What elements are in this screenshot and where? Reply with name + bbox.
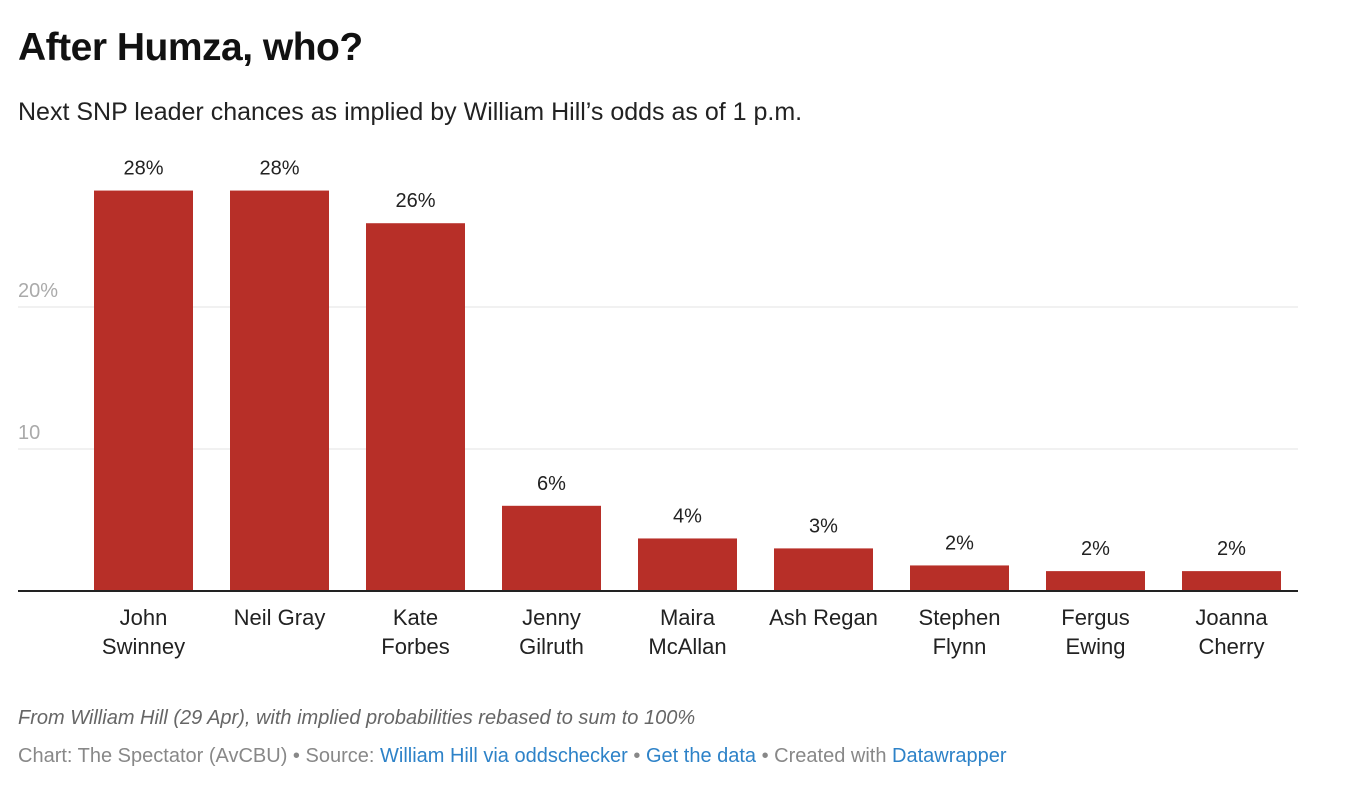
- x-tick-label: McAllan: [648, 634, 726, 659]
- bar: [1046, 571, 1145, 591]
- data-label: 3%: [809, 515, 838, 537]
- datawrapper-link[interactable]: Datawrapper: [892, 745, 1007, 767]
- chart-credit: Chart: The Spectator (AvCBU): [18, 745, 288, 767]
- x-tick-label: Neil Gray: [234, 605, 326, 630]
- x-tick-label: Flynn: [933, 634, 987, 659]
- get-data-link[interactable]: Get the data: [645, 745, 757, 767]
- x-tick-label: Fergus: [1061, 605, 1129, 630]
- separator: •: [287, 745, 306, 767]
- x-tick-label: Ash Regan: [769, 605, 878, 630]
- data-label: 2%: [1081, 538, 1110, 560]
- x-tick-label: Stephen: [919, 605, 1001, 630]
- y-tick-label: 10: [18, 422, 40, 444]
- data-label: 6%: [537, 473, 566, 495]
- data-label: 26%: [395, 190, 435, 212]
- x-tick-label: Forbes: [381, 634, 449, 659]
- bar: [94, 190, 193, 591]
- chart-footer: Chart: The Spectator (AvCBU) • Source: W…: [18, 745, 1007, 768]
- source-link[interactable]: William Hill via oddschecker: [380, 745, 628, 767]
- data-label: 28%: [123, 158, 163, 180]
- x-tick-label: Cherry: [1198, 634, 1264, 659]
- chart-title: After Humza, who?: [18, 26, 363, 69]
- bar: [230, 190, 329, 591]
- created-with-label: Created with: [774, 745, 887, 767]
- data-label: 2%: [1217, 538, 1246, 560]
- y-tick-label: 20%: [18, 280, 58, 302]
- bar: [366, 223, 465, 591]
- x-tick-label: Ewing: [1066, 634, 1126, 659]
- bar: [1182, 571, 1281, 591]
- data-label: 4%: [673, 505, 702, 527]
- source-label: Source:: [305, 745, 375, 767]
- data-label: 28%: [259, 158, 299, 180]
- separator: •: [627, 745, 646, 767]
- x-tick-label: Kate: [393, 605, 438, 630]
- bar: [502, 505, 601, 591]
- x-tick-label: Swinney: [102, 634, 185, 659]
- data-label: 2%: [945, 532, 974, 554]
- chart-note: From William Hill (29 Apr), with implied…: [18, 707, 696, 729]
- x-tick-label: Jenny: [522, 605, 581, 630]
- separator: •: [756, 745, 775, 767]
- bar: [638, 538, 737, 591]
- x-tick-label: Gilruth: [519, 634, 584, 659]
- chart-subtitle: Next SNP leader chances as implied by Wi…: [18, 98, 803, 126]
- bar: [910, 565, 1009, 591]
- x-tick-label: Maira: [660, 605, 716, 630]
- bar: [774, 548, 873, 591]
- bar-chart: 10 20% 28% John Swinney 28% Neil Gray 26% Kate Fo…: [18, 158, 1298, 659]
- x-tick-label: Joanna: [1195, 605, 1268, 630]
- x-tick-label: John: [120, 605, 168, 630]
